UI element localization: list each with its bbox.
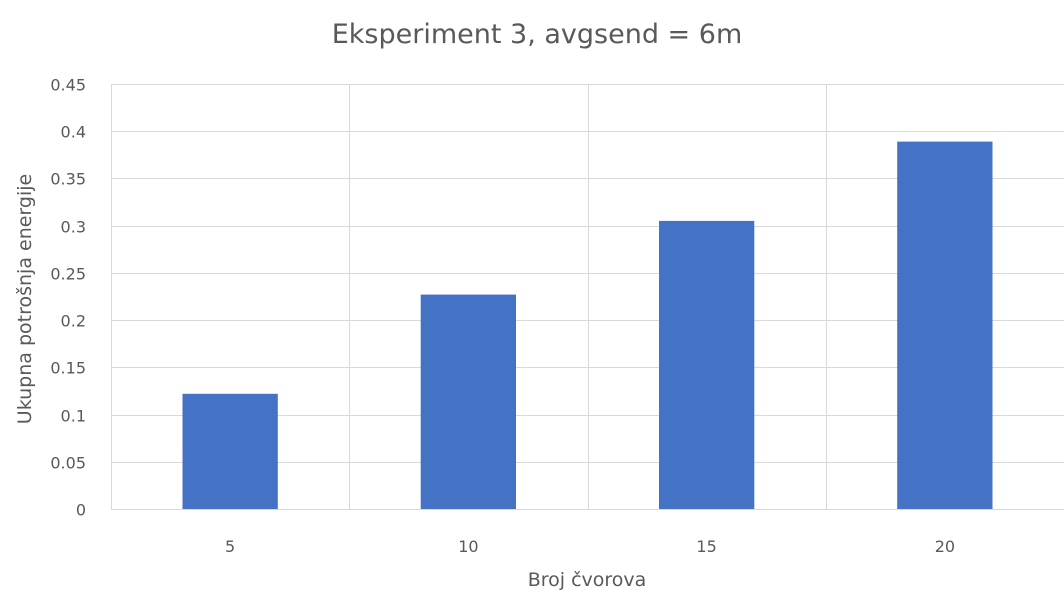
bar-10 bbox=[420, 294, 516, 509]
x-axis-title: Broj čvorova bbox=[528, 569, 647, 591]
bar-15 bbox=[659, 220, 755, 509]
x-tick-label: 10 bbox=[458, 537, 478, 556]
y-tick-label: 0.15 bbox=[50, 359, 86, 378]
bar-20 bbox=[897, 141, 993, 509]
x-axis-ticks: 5 10 15 20 bbox=[225, 537, 955, 556]
y-tick-label: 0 bbox=[76, 501, 86, 520]
y-tick-label: 0.25 bbox=[50, 265, 86, 284]
bars bbox=[182, 141, 993, 509]
gridlines bbox=[111, 84, 1064, 509]
x-tick-label: 20 bbox=[935, 537, 955, 556]
y-tick-label: 0.2 bbox=[61, 312, 86, 331]
y-tick-label: 0.05 bbox=[50, 454, 86, 473]
y-tick-label: 0.3 bbox=[61, 218, 86, 237]
chart-title: Eksperiment 3, avgsend = 6m bbox=[332, 19, 743, 50]
y-axis-title: Ukupna potrošnja energije bbox=[14, 174, 36, 424]
y-tick-label: 0.4 bbox=[61, 123, 86, 142]
y-axis-ticks: 0 0.05 0.1 0.15 0.2 0.25 0.3 0.35 0.4 0.45 bbox=[50, 76, 86, 520]
x-tick-label: 15 bbox=[696, 537, 716, 556]
y-tick-label: 0.45 bbox=[50, 76, 86, 95]
y-tick-label: 0.1 bbox=[61, 407, 86, 426]
y-tick-label: 0.35 bbox=[50, 170, 86, 189]
bar-5 bbox=[182, 393, 278, 509]
x-tick-label: 5 bbox=[225, 537, 235, 556]
